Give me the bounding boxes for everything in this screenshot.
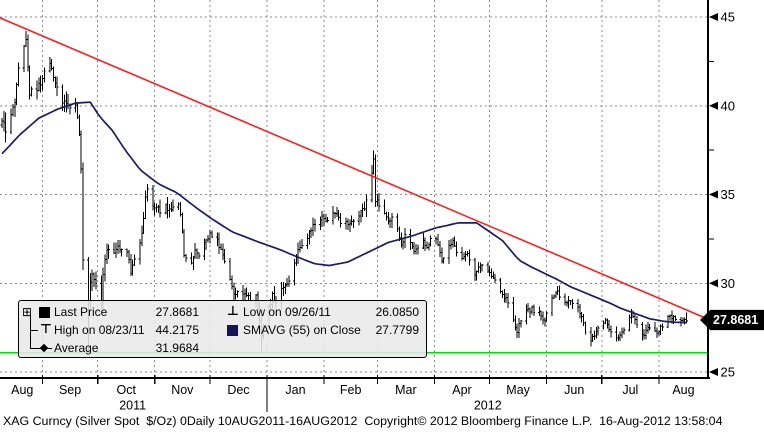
month-label: Feb <box>340 383 362 397</box>
month-label: Oct <box>116 383 136 397</box>
month-label: Mar <box>395 383 417 397</box>
month-label: Jan <box>285 383 305 397</box>
legend-expand-icon[interactable]: ⊞ <box>22 305 33 319</box>
legend-label-last-price: Last Price <box>54 305 108 319</box>
month-label: Nov <box>171 383 194 397</box>
legend-tree-line <box>30 314 31 348</box>
y-tick-label: 30 <box>721 276 735 291</box>
legend-value-high: 44.2175 <box>155 323 199 337</box>
y-tick-label: 40 <box>721 98 735 113</box>
legend-label-high: High on 08/23/11 <box>54 323 145 337</box>
year-label: 2012 <box>474 399 502 413</box>
month-label: Dec <box>227 383 249 397</box>
y-tick-label: 25 <box>721 365 735 380</box>
smavg-square-icon <box>227 324 238 336</box>
legend-value-smavg: 27.7799 <box>375 323 419 337</box>
month-label: Aug <box>672 383 694 397</box>
smavg-line <box>1 101 687 324</box>
legend-label-smavg: SMAVG (55) on Close <box>243 323 361 337</box>
month-label: Apr <box>452 383 471 397</box>
y-tick-label: 45 <box>721 10 735 25</box>
low-tee-marker-icon: ⊥ <box>227 304 239 319</box>
trend-line <box>0 17 709 320</box>
high-tee-marker-icon: ⊤ <box>40 322 52 337</box>
month-label: May <box>506 383 530 397</box>
last-price-square-icon <box>39 306 50 318</box>
legend-tree-branch <box>30 348 38 349</box>
last-price-tag: 27.8681 <box>700 309 764 331</box>
legend-value-average: 31.9684 <box>155 341 199 355</box>
legend-label-low: Low on 09/26/11 <box>243 305 331 319</box>
footer-status-line: XAG Curncy (Silver Spot $/Oz) 0Daily 10A… <box>3 414 723 428</box>
legend-value-low: 26.0850 <box>375 305 419 319</box>
y-axis-ticks-labels: 25 30 35 40 45 <box>708 10 735 380</box>
y-tick-label: 35 <box>721 187 735 202</box>
legend-label-average: Average <box>54 341 99 355</box>
average-diamond-marker-icon <box>37 344 52 353</box>
legend-tree-branch <box>30 330 38 331</box>
year-labels: 2011 2012 <box>119 378 502 413</box>
year-label: 2011 <box>119 399 146 413</box>
chart-legend[interactable]: ⊞ Last Price 27.8681 ⊥ Low on 09/26/11 2… <box>18 300 427 358</box>
legend-row: ⊤ High on 08/23/11 44.2175 SMAVG (55) on… <box>19 321 426 339</box>
legend-value-last-price: 27.8681 <box>155 305 199 319</box>
month-label: Aug <box>11 383 33 397</box>
month-label: Jul <box>622 383 638 397</box>
ohlc-bars <box>0 30 688 353</box>
month-label: Jun <box>564 383 584 397</box>
legend-row: Average 31.9684 <box>19 339 426 357</box>
month-label: Sep <box>59 383 81 397</box>
x-axis-ticks-labels: Aug Sep Oct Nov Dec Jan Feb Mar Apr May Jun Jul Aug <box>11 375 695 397</box>
legend-row: ⊞ Last Price 27.8681 ⊥ Low on 09/26/11 2… <box>19 303 426 321</box>
y-gridlines <box>0 16 708 373</box>
